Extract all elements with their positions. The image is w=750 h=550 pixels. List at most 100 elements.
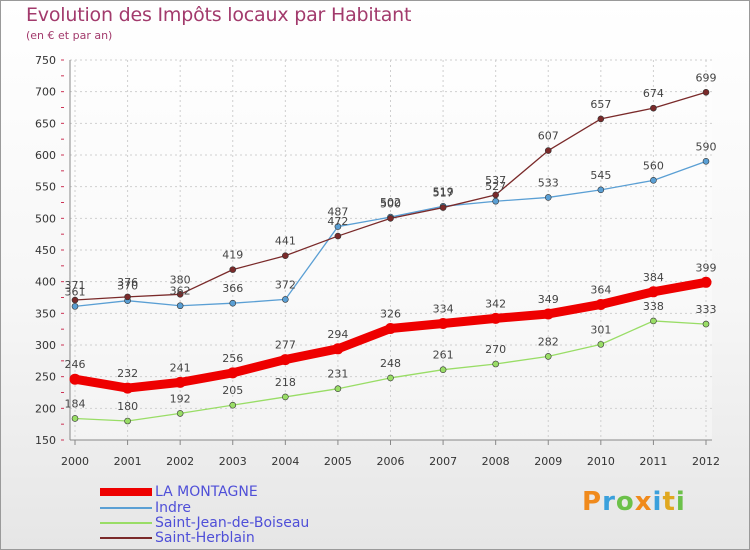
data-label-saint-herblain: 674 bbox=[643, 87, 664, 100]
x-tick-label: 2011 bbox=[639, 455, 667, 468]
data-label-indre: 533 bbox=[538, 176, 559, 189]
data-point-la-montagne bbox=[174, 376, 186, 388]
data-point-la-montagne bbox=[700, 276, 712, 288]
data-label-indre: 361 bbox=[65, 285, 86, 298]
data-point-la-montagne bbox=[437, 317, 449, 329]
y-tick-label: 200 bbox=[35, 402, 56, 415]
data-label-saint-herblain: 371 bbox=[65, 279, 86, 292]
data-point-saint-herblain bbox=[282, 252, 289, 259]
data-label-la-montagne: 294 bbox=[327, 328, 348, 341]
x-tick-label: 2010 bbox=[587, 455, 615, 468]
data-label-la-montagne: 326 bbox=[380, 308, 401, 321]
data-label-indre: 366 bbox=[222, 282, 243, 295]
data-point-saint-jean-de-boiseau bbox=[282, 393, 289, 401]
data-point-saint-jean-de-boiseau bbox=[334, 385, 342, 393]
data-point-la-montagne bbox=[490, 312, 502, 324]
legend-swatch-saint-herblain bbox=[100, 537, 152, 539]
x-tick-label: 2003 bbox=[219, 455, 247, 468]
data-point-la-montagne bbox=[69, 373, 81, 385]
data-point-saint-herblain bbox=[229, 266, 237, 273]
data-point-saint-herblain bbox=[439, 204, 447, 211]
data-point-saint-jean-de-boiseau bbox=[387, 374, 394, 382]
y-tick-label: 450 bbox=[35, 244, 56, 257]
data-point-indre bbox=[544, 194, 552, 201]
data-point-saint-jean-de-boiseau bbox=[439, 366, 447, 374]
data-point-la-montagne bbox=[227, 367, 239, 379]
data-label-saint-jean-de-boiseau: 270 bbox=[485, 343, 506, 356]
data-label-saint-herblain: 607 bbox=[538, 130, 559, 143]
data-point-saint-jean-de-boiseau bbox=[492, 360, 499, 368]
data-label-saint-herblain: 657 bbox=[590, 98, 611, 111]
data-point-indre bbox=[492, 197, 499, 205]
data-point-la-montagne bbox=[542, 308, 554, 320]
data-label-saint-jean-de-boiseau: 180 bbox=[117, 400, 138, 413]
data-point-indre bbox=[71, 303, 79, 310]
data-label-saint-jean-de-boiseau: 301 bbox=[590, 323, 611, 336]
data-label-saint-herblain: 500 bbox=[380, 197, 401, 210]
data-label-la-montagne: 384 bbox=[643, 271, 664, 284]
data-point-saint-herblain bbox=[597, 115, 605, 123]
data-label-indre: 560 bbox=[643, 159, 664, 172]
y-tick-label: 600 bbox=[35, 149, 56, 162]
legend-swatch-saint-jean-de-boiseau bbox=[100, 522, 152, 524]
data-label-la-montagne: 232 bbox=[117, 367, 138, 380]
data-label-saint-herblain: 441 bbox=[275, 235, 296, 248]
legend-label-saint-herblain: Saint-Herblain bbox=[155, 530, 255, 546]
data-label-saint-herblain: 517 bbox=[433, 187, 454, 200]
legend-label-indre: Indre bbox=[155, 500, 191, 516]
data-label-la-montagne: 342 bbox=[485, 297, 506, 310]
proxiti-logo: Proxiti bbox=[582, 487, 686, 517]
data-label-saint-jean-de-boiseau: 338 bbox=[643, 300, 664, 313]
data-point-indre bbox=[334, 223, 342, 230]
y-tick-label: 150 bbox=[35, 434, 56, 447]
x-tick-label: 2001 bbox=[114, 455, 142, 468]
data-point-saint-jean-de-boiseau bbox=[176, 410, 184, 417]
data-point-indre bbox=[650, 177, 657, 184]
data-label-indre: 590 bbox=[696, 140, 717, 153]
data-point-saint-jean-de-boiseau bbox=[702, 320, 710, 328]
data-label-saint-jean-de-boiseau: 218 bbox=[275, 376, 296, 389]
data-label-saint-jean-de-boiseau: 205 bbox=[222, 384, 243, 397]
x-tick-label: 2008 bbox=[482, 455, 510, 468]
y-tick-label: 650 bbox=[35, 117, 56, 130]
data-label-la-montagne: 399 bbox=[696, 261, 717, 274]
data-label-saint-herblain: 472 bbox=[327, 215, 348, 228]
x-tick-label: 2007 bbox=[429, 455, 457, 468]
data-point-saint-herblain bbox=[650, 104, 657, 112]
data-label-saint-jean-de-boiseau: 333 bbox=[696, 303, 717, 316]
x-tick-label: 2000 bbox=[61, 455, 89, 468]
legend-label-saint-jean-de-boiseau: Saint-Jean-de-Boiseau bbox=[155, 515, 310, 531]
chart-title: Evolution des Impôts locaux par Habitant bbox=[26, 4, 412, 26]
data-label-indre: 527 bbox=[485, 180, 506, 193]
data-point-saint-jean-de-boiseau bbox=[229, 401, 237, 409]
data-point-saint-herblain bbox=[702, 89, 710, 96]
legend-swatch-indre bbox=[100, 507, 152, 509]
data-point-saint-herblain bbox=[176, 291, 184, 298]
y-tick-label: 400 bbox=[35, 276, 56, 289]
x-tick-label: 2009 bbox=[534, 455, 562, 468]
data-label-indre: 362 bbox=[170, 285, 191, 298]
data-point-la-montagne bbox=[595, 298, 607, 310]
legend-swatch-la-montagne bbox=[100, 488, 152, 496]
data-label-indre: 370 bbox=[117, 280, 138, 293]
data-point-saint-herblain bbox=[334, 232, 342, 240]
x-tick-label: 2012 bbox=[692, 455, 720, 468]
data-point-saint-jean-de-boiseau bbox=[71, 415, 79, 422]
data-label-la-montagne: 241 bbox=[170, 361, 191, 374]
data-point-la-montagne bbox=[332, 343, 344, 355]
data-point-indre bbox=[702, 158, 710, 165]
data-point-saint-jean-de-boiseau bbox=[650, 317, 657, 325]
data-point-saint-jean-de-boiseau bbox=[597, 341, 605, 348]
data-point-saint-herblain bbox=[71, 296, 79, 304]
legend-label-la-montagne: LA MONTAGNE bbox=[155, 484, 258, 500]
data-point-la-montagne bbox=[647, 286, 659, 298]
y-tick-label: 700 bbox=[35, 86, 56, 99]
data-label-indre: 487 bbox=[327, 206, 348, 219]
data-point-indre bbox=[176, 302, 184, 310]
y-tick-label: 750 bbox=[35, 54, 56, 67]
data-point-saint-jean-de-boiseau bbox=[124, 417, 131, 425]
data-point-saint-herblain bbox=[387, 215, 394, 222]
data-point-la-montagne bbox=[385, 323, 396, 335]
data-point-saint-herblain bbox=[124, 293, 131, 301]
